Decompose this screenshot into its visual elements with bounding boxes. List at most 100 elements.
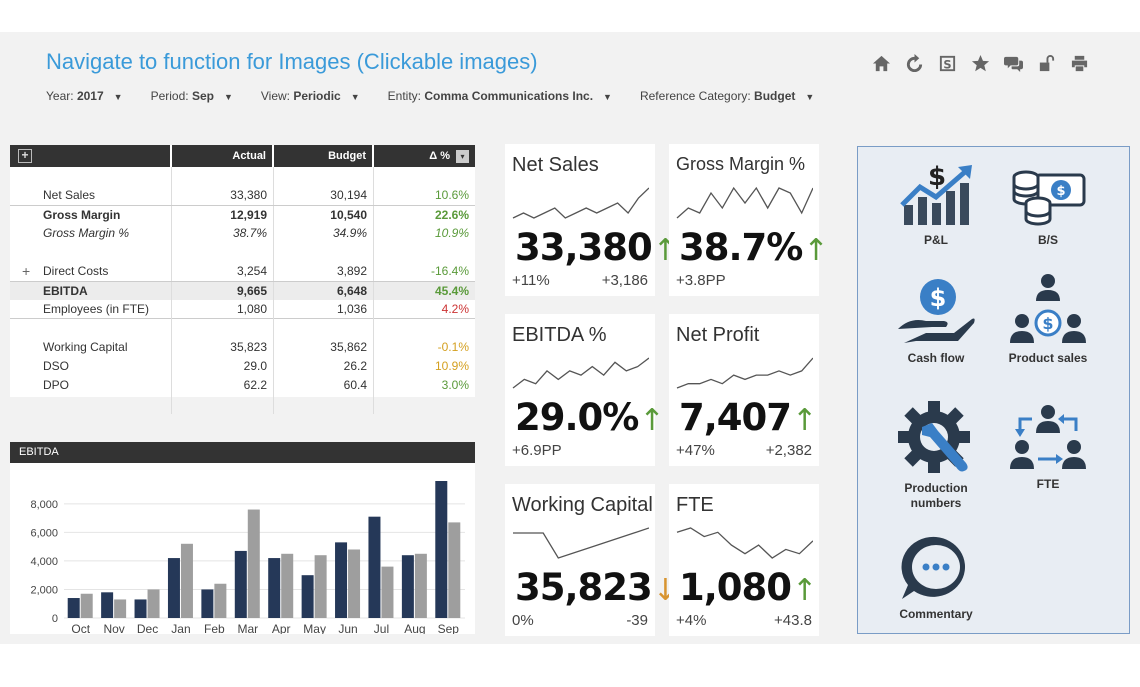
table-row[interactable]: Employees (in FTE) 1,080 1,036 4.2% — [10, 299, 475, 319]
y-tick-label: 2,000 — [30, 584, 58, 596]
dashboard: Navigate to function for Images (Clickab… — [0, 32, 1140, 644]
filter-label: View: — [260, 89, 291, 103]
sparkline-path — [512, 187, 649, 219]
filter-label: Reference Category: — [639, 89, 751, 103]
sparkline-path — [676, 357, 813, 389]
card-value-number: 29.0% — [515, 396, 639, 439]
refresh-icon[interactable] — [903, 52, 925, 74]
bar-actual — [301, 575, 314, 618]
pl-chart-icon: $ — [900, 162, 972, 225]
home-icon[interactable] — [870, 52, 892, 74]
card-value: 38.7%↑ — [679, 226, 829, 269]
arrow-up-icon: ↑ — [803, 233, 828, 268]
y-tick-label: 4,000 — [30, 556, 58, 568]
card-delta-absolute: -39 — [626, 612, 648, 629]
table-row[interactable]: Gross Margin % 38.7% 34.9% 10.9% — [10, 224, 475, 243]
sparkline — [513, 527, 649, 559]
row-actual: 33,380 — [172, 186, 274, 205]
bar-budget — [281, 553, 294, 618]
filter-value: Sep — [191, 89, 214, 103]
ebitda-bar-chart[interactable]: 0 2,000 4,000 6,000 8,000 Oct Nov Dec Jan Feb Mar A… — [10, 463, 475, 634]
table-row[interactable]: + Direct Costs 3,254 3,892 -16.4% — [10, 262, 475, 281]
card-value: 1,080↑ — [679, 566, 817, 609]
nav-fte[interactable]: FTE — [998, 403, 1098, 492]
bar-actual — [268, 558, 281, 618]
chat-bubble-icon — [901, 536, 966, 599]
unlock-icon[interactable] — [1035, 52, 1057, 74]
kpi-card-gross-margin[interactable]: Gross Margin % 38.7%↑ +3.8PP — [669, 144, 829, 296]
table-spacer — [10, 319, 475, 338]
row-label: Gross Margin — [10, 205, 172, 225]
caret-down-icon: ▼ — [350, 92, 360, 102]
row-delta: 10.9% — [434, 359, 469, 373]
card-title: EBITDA % — [512, 324, 607, 346]
bar-budget — [147, 589, 160, 618]
table-row[interactable]: Working Capital 35,823 35,862 -0.1% — [10, 338, 475, 357]
table-row[interactable]: EBITDA 9,665 6,648 45.4% — [10, 281, 475, 301]
x-tick-label: Jul — [374, 622, 389, 634]
bar-actual — [335, 542, 348, 618]
sparkline-path — [513, 527, 649, 559]
filter-label: Entity: — [387, 89, 421, 103]
expand-all-icon[interactable]: + — [18, 149, 32, 163]
row-label: Net Sales — [10, 186, 172, 205]
card-delta-percent: +3.8PP — [676, 272, 726, 289]
star-icon[interactable] — [969, 52, 991, 74]
people-exchange-icon — [1010, 405, 1086, 469]
nav-label: Commentary — [899, 607, 973, 621]
nav-pl[interactable]: $ P&L — [886, 159, 986, 248]
bar-actual — [134, 599, 147, 618]
nav-commentary[interactable]: Commentary — [886, 533, 986, 622]
expand-icon[interactable]: + — [22, 263, 31, 279]
bar-budget — [180, 543, 193, 618]
svg-text:S: S — [943, 57, 951, 71]
x-tick-label: Nov — [103, 622, 124, 634]
dollar-doc-icon[interactable]: S — [936, 52, 958, 74]
row-label: DPO — [10, 376, 172, 395]
filter-view[interactable]: View: Periodic ▼ — [261, 89, 360, 103]
kpi-card-net-sales[interactable]: Net Sales 33,380↑ +11% +3,186 — [505, 144, 678, 296]
bar-actual — [401, 555, 414, 618]
nav-bs[interactable]: $ B/S — [998, 159, 1098, 248]
nav-production-numbers[interactable]: Production numbers — [886, 401, 986, 511]
table-row[interactable]: Net Sales 33,380 30,194 10.6% — [10, 186, 475, 205]
row-actual: 62.2 — [172, 376, 274, 395]
filter-value: Budget — [754, 89, 796, 103]
row-actual: 1,080 — [172, 299, 274, 319]
filter-period[interactable]: Period: Sep ▼ — [151, 89, 233, 103]
card-value-number: 7,407 — [679, 396, 792, 439]
card-value: 35,823↓ — [515, 566, 678, 609]
x-tick-label: Oct — [71, 622, 90, 634]
kpi-card-ebitda[interactable]: EBITDA % 29.0%↑ +6.9PP — [505, 314, 665, 466]
arrow-up-icon: ↑ — [792, 403, 817, 438]
cash-hand-icon: $ — [898, 279, 975, 343]
bar-budget — [247, 509, 260, 618]
x-tick-label: May — [303, 622, 326, 634]
row-actual: 3,254 — [172, 262, 274, 281]
print-icon[interactable] — [1068, 52, 1090, 74]
table-header-corner: + — [10, 145, 172, 167]
nav-cash-flow[interactable]: $ Cash flow — [886, 277, 986, 366]
toolbar: S — [870, 52, 1101, 74]
row-label: Gross Margin % — [10, 224, 172, 243]
nav-product-sales[interactable]: $ Product sales — [998, 271, 1098, 366]
kpi-card-net-profit[interactable]: Net Profit 7,407↑ +47% +2,382 — [669, 314, 819, 466]
kpi-card-fte[interactable]: FTE 1,080↑ +4% +43.8 — [669, 484, 819, 636]
filter-entity[interactable]: Entity: Comma Communications Inc. ▼ — [388, 89, 612, 103]
kpi-card-working-capital[interactable]: Working Capital 35,823↓ 0% -39 — [505, 484, 678, 636]
table-row[interactable]: DPO 62.2 60.4 3.0% — [10, 376, 475, 395]
filter-year[interactable]: Year: 2017 ▼ — [46, 89, 123, 103]
card-title: Net Sales — [512, 154, 599, 176]
table-row[interactable]: DSO 29.0 26.2 10.9% — [10, 357, 475, 376]
filter-label: Period: — [150, 89, 189, 103]
table-row[interactable]: Gross Margin 12,919 10,540 22.6% — [10, 205, 475, 225]
caret-down-icon: ▼ — [113, 92, 123, 102]
x-tick-label: Feb — [204, 622, 225, 634]
x-tick-label: Mar — [237, 622, 258, 634]
row-label: Employees (in FTE) — [10, 299, 172, 319]
filter-reference-category[interactable]: Reference Category: Budget ▼ — [640, 89, 814, 103]
coins-cash-icon: $ — [1012, 170, 1086, 226]
column-menu-icon[interactable]: ▾ — [456, 149, 469, 163]
comment-icon[interactable] — [1002, 52, 1024, 74]
row-budget: 60.4 — [274, 376, 374, 395]
